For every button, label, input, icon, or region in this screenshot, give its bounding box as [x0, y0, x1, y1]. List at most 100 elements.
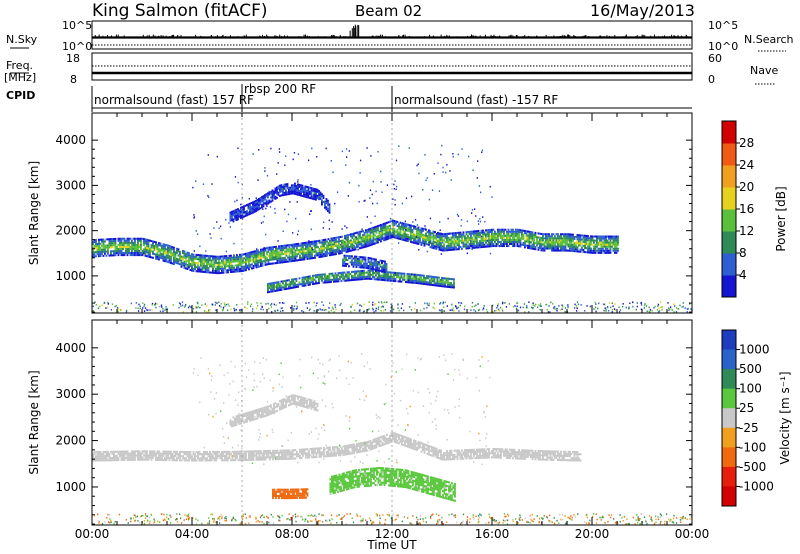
noise-cell — [654, 305, 656, 308]
data-cell — [102, 240, 105, 243]
data-cell — [349, 261, 352, 264]
data-cell — [516, 236, 519, 239]
data-cell — [273, 252, 276, 255]
data-cell — [301, 188, 304, 191]
noise-cell — [481, 149, 484, 152]
data-cell — [246, 210, 248, 213]
data-cell — [279, 288, 281, 292]
data-cell — [282, 257, 285, 260]
data-cell — [581, 234, 583, 237]
data-cell — [347, 234, 349, 237]
data-cell — [254, 258, 256, 261]
noise-cell — [135, 307, 137, 309]
data-cell — [368, 236, 370, 239]
data-cell — [96, 247, 99, 250]
data-cell — [305, 243, 307, 246]
data-cell — [315, 194, 317, 197]
noise-cell — [438, 233, 440, 235]
data-cell — [537, 242, 540, 245]
data-cell — [143, 458, 145, 461]
data-cell — [176, 251, 178, 254]
data-cell — [477, 230, 480, 233]
data-cell — [128, 454, 130, 457]
noise-cell — [532, 302, 534, 305]
data-cell — [279, 286, 281, 289]
data-cell — [388, 279, 391, 282]
data-cell — [207, 261, 210, 264]
data-cell — [293, 253, 295, 256]
data-cell — [423, 240, 426, 243]
data-cell — [453, 286, 455, 289]
noise-cell — [315, 304, 317, 307]
noise-cell — [116, 307, 119, 309]
data-cell — [441, 279, 443, 282]
data-cell — [185, 267, 187, 270]
data-cell — [152, 452, 154, 455]
data-cell — [264, 202, 266, 205]
data-cell — [425, 242, 427, 245]
data-cell — [543, 243, 546, 246]
noise-cell — [328, 228, 331, 230]
data-cell — [369, 235, 372, 238]
noise-cell — [400, 307, 403, 310]
data-cell — [274, 285, 277, 288]
data-cell — [572, 245, 574, 248]
data-cell — [188, 262, 190, 265]
data-cell — [105, 238, 108, 241]
noise-cell — [283, 302, 285, 304]
data-cell — [399, 276, 401, 279]
freq-label: Freq. — [6, 59, 33, 72]
data-cell — [132, 245, 135, 248]
data-cell — [402, 230, 405, 233]
data-cell — [608, 243, 610, 246]
data-cell — [447, 242, 450, 245]
data-cell — [360, 236, 363, 239]
data-cell — [375, 274, 377, 277]
data-cell — [473, 246, 475, 249]
data-cell — [216, 257, 219, 260]
data-cell — [456, 236, 459, 239]
data-cell — [382, 260, 385, 263]
data-cell — [339, 271, 341, 275]
data-cell — [355, 263, 358, 266]
data-cell — [582, 238, 585, 241]
data-cell — [357, 257, 359, 260]
noise-cell — [310, 191, 313, 194]
data-cell — [271, 193, 274, 196]
data-cell — [438, 280, 440, 283]
noise-cell — [222, 307, 225, 310]
data-cell — [372, 271, 374, 274]
data-cell — [204, 258, 207, 261]
data-cell — [92, 241, 94, 244]
noise-cell — [328, 311, 330, 313]
data-cell — [494, 232, 496, 235]
data-cell — [194, 261, 196, 264]
data-cell — [295, 286, 298, 289]
data-cell — [384, 262, 386, 265]
data-cell — [572, 237, 574, 240]
data-cell — [352, 274, 355, 277]
data-cell — [396, 224, 399, 228]
data-cell — [273, 290, 275, 293]
data-cell — [608, 251, 610, 254]
data-cell — [342, 241, 345, 244]
data-cell — [500, 232, 502, 235]
data-cell — [615, 247, 618, 250]
data-cell — [252, 250, 255, 253]
noise-cell — [218, 301, 220, 304]
data-cell — [421, 274, 424, 277]
data-cell — [246, 256, 249, 259]
data-cell — [174, 255, 177, 258]
data-cell — [441, 237, 444, 240]
data-cell — [275, 245, 277, 248]
data-cell — [95, 243, 97, 246]
noise-cell — [477, 220, 479, 222]
noise-cell — [612, 305, 614, 308]
noise-cell — [214, 304, 216, 306]
data-cell — [330, 237, 333, 240]
data-cell — [489, 230, 492, 234]
data-cell — [477, 236, 480, 239]
data-cell — [471, 230, 474, 233]
noise-cell — [183, 306, 186, 308]
data-cell — [600, 247, 603, 250]
